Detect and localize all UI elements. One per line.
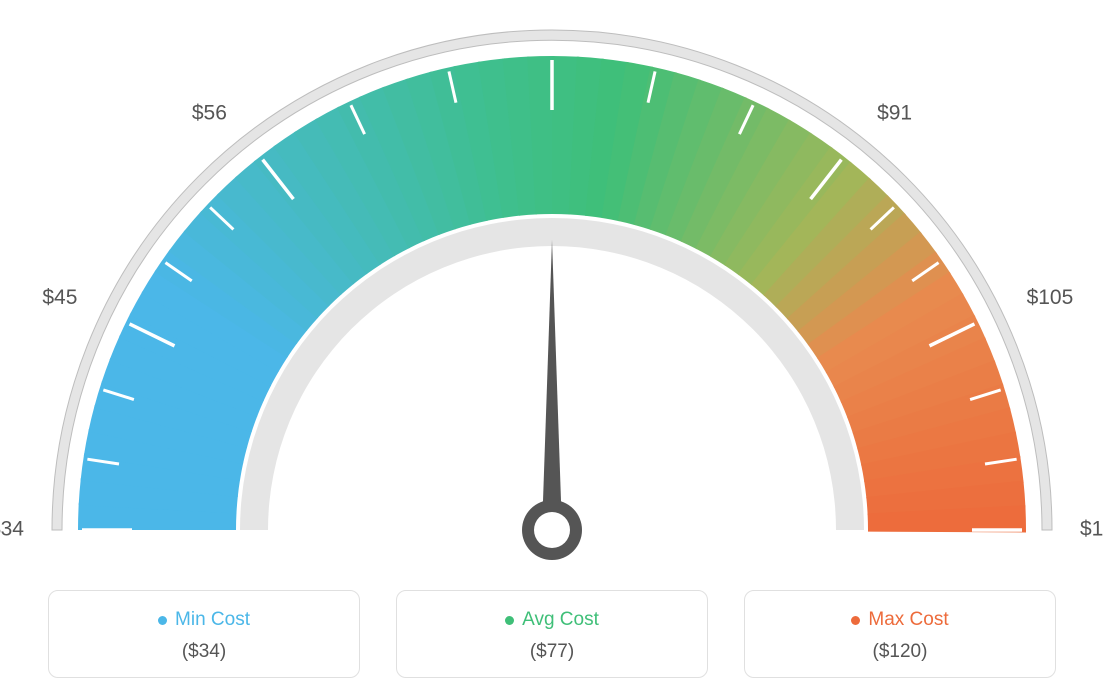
legend-min: Min Cost ($34): [48, 590, 360, 678]
svg-text:$45: $45: [42, 286, 77, 309]
legend-avg-title: Avg Cost: [505, 609, 599, 631]
legend-min-value: ($34): [49, 641, 359, 663]
legend-max: Max Cost ($120): [744, 590, 1056, 678]
legend-max-label: Max Cost: [868, 609, 948, 631]
svg-text:$56: $56: [192, 101, 227, 124]
legend-max-value: ($120): [745, 641, 1055, 663]
gauge-chart-container: { "gauge": { "type": "gauge", "min_value…: [0, 0, 1104, 690]
svg-text:$91: $91: [877, 101, 912, 124]
legend: Min Cost ($34) Avg Cost ($77) Max Cost (…: [0, 590, 1104, 678]
svg-text:$34: $34: [0, 518, 24, 541]
gauge: $34 $45 $56 $77 $91 $105 $120: [0, 10, 1104, 570]
legend-avg-label: Avg Cost: [522, 609, 599, 631]
dot-icon: [851, 616, 860, 625]
svg-text:$77: $77: [534, 10, 569, 13]
svg-text:$105: $105: [1027, 286, 1074, 309]
dot-icon: [158, 616, 167, 625]
legend-min-title: Min Cost: [158, 609, 250, 631]
legend-max-title: Max Cost: [851, 609, 948, 631]
gauge-svg: $34 $45 $56 $77 $91 $105 $120: [0, 10, 1104, 570]
legend-min-label: Min Cost: [175, 609, 250, 631]
legend-avg: Avg Cost ($77): [396, 590, 708, 678]
legend-avg-value: ($77): [397, 641, 707, 663]
svg-text:$120: $120: [1080, 518, 1104, 541]
dot-icon: [505, 616, 514, 625]
